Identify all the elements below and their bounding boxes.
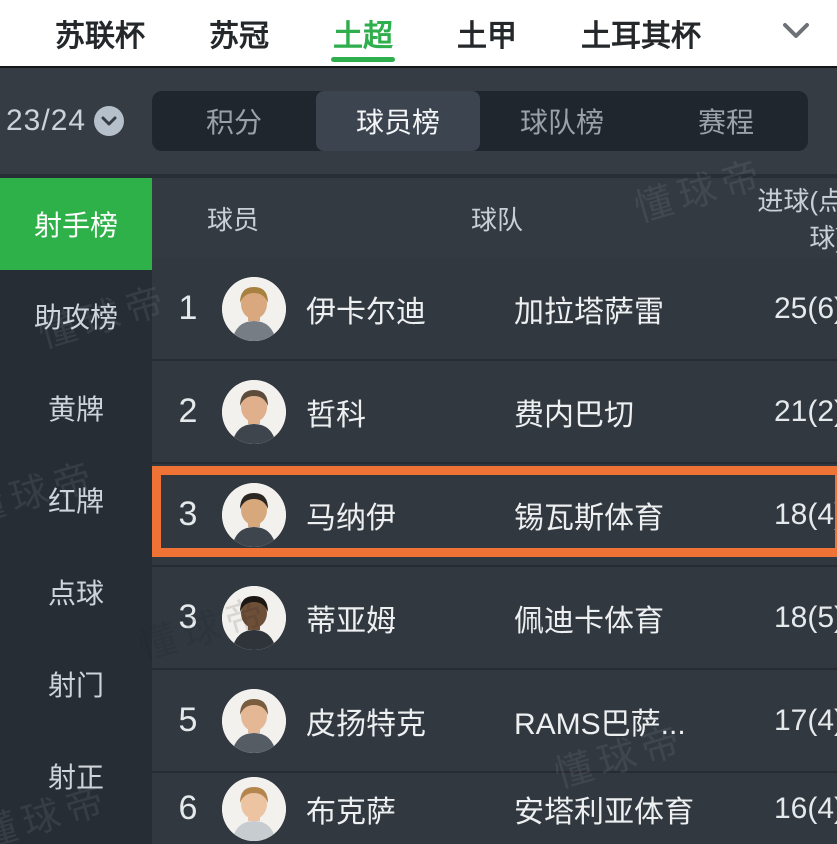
header-team: 球队 [471, 204, 524, 235]
goals-cell: 25(6) [774, 291, 837, 325]
rank-cell: 6 [178, 789, 198, 827]
team-name: RAMS巴萨... [514, 707, 686, 741]
segment-team-rankings[interactable]: 球队榜 [519, 107, 604, 138]
nav-tab-turkish-1-lig[interactable]: 土甲 [457, 20, 517, 53]
table-row[interactable]: 1 伊卡尔迪 加拉塔萨雷 25(6) [152, 258, 837, 361]
table-row-highlighted[interactable]: 3 马纳伊 锡瓦斯体育 18(4) [152, 464, 837, 567]
rank-cell: 5 [178, 701, 198, 739]
header-player: 球员 [207, 204, 260, 235]
player-name: 伊卡尔迪 [306, 295, 426, 329]
player-name: 哲科 [306, 398, 366, 432]
scorers-table: 球员 球队 进球(点球) 1 伊卡尔迪 加拉塔萨雷 25(6) 2 哲科 [152, 178, 837, 844]
season-selector[interactable]: 23/24 [0, 104, 152, 138]
sidebar-item-assists[interactable]: 助攻榜 [33, 302, 118, 333]
sidebar-item-shots-on-target[interactable]: 射正 [47, 762, 104, 793]
team-name: 锡瓦斯体育 [514, 501, 664, 535]
sidebar-item-penalties[interactable]: 点球 [47, 578, 104, 609]
goals-cell: 17(4) [774, 703, 837, 737]
table-row[interactable]: 3 蒂亚姆 佩迪卡体育 18(5) [152, 567, 837, 670]
rank-cell: 2 [178, 392, 198, 430]
sidebar-item-top-scorers[interactable]: 射手榜 [0, 178, 152, 270]
table-row[interactable]: 6 布克萨 安塔利亚体育 16(4) [152, 773, 837, 844]
content: 射手榜 助攻榜 黄牌 红牌 点球 射门 射正 球员 球队 进球(点球) 1 伊卡… [0, 178, 837, 844]
goals-cell: 21(2) [774, 394, 837, 428]
avatar [222, 276, 286, 341]
nav-tab-turkish-cup[interactable]: 土耳其杯 [581, 20, 701, 53]
goals-cell: 18(4) [774, 497, 837, 531]
avatar [222, 776, 286, 841]
player-name: 布克萨 [306, 795, 396, 829]
chevron-down-circle-icon [94, 106, 125, 136]
player-name: 蒂亚姆 [306, 604, 396, 638]
player-name: 马纳伊 [306, 501, 396, 535]
view-segmented-control: 积分 球员榜 球队榜 赛程 [152, 91, 808, 151]
avatar [222, 379, 286, 444]
rank-cell: 1 [178, 289, 198, 327]
nav-tab-turkish-super-lig[interactable]: 土超 [333, 0, 393, 66]
sidebar-item-red-cards[interactable]: 红牌 [47, 486, 104, 517]
team-name: 费内巴切 [514, 398, 634, 432]
competition-nav: 苏联杯 苏冠 土超 土甲 土耳其杯 [0, 0, 837, 68]
rank-cell: 3 [178, 495, 198, 533]
table-row[interactable]: 5 皮扬特克 RAMS巴萨... 17(4) [152, 670, 837, 773]
goals-cell: 18(5) [774, 600, 837, 634]
table-header: 球员 球队 进球(点球) [152, 178, 837, 258]
nav-more-button[interactable] [781, 21, 811, 46]
season-label: 23/24 [6, 104, 87, 137]
segment-player-rankings[interactable]: 球员榜 [316, 91, 480, 151]
player-name: 皮扬特克 [306, 707, 426, 741]
topbar: 23/24 积分 球员榜 球队榜 赛程 [0, 68, 837, 178]
segment-schedule[interactable]: 赛程 [697, 107, 754, 138]
team-name: 加拉塔萨雷 [514, 295, 664, 329]
goals-cell: 16(4) [774, 791, 837, 825]
table-row[interactable]: 2 哲科 费内巴切 21(2) [152, 361, 837, 464]
sidebar-item-shots[interactable]: 射门 [47, 670, 104, 701]
nav-tab-scottish-championship[interactable]: 苏冠 [209, 20, 269, 53]
segment-standings[interactable]: 积分 [205, 107, 262, 138]
nav-tab-scottish-league-cup[interactable]: 苏联杯 [55, 20, 145, 53]
avatar [222, 585, 286, 650]
rank-cell: 3 [178, 598, 198, 636]
avatar [222, 482, 286, 547]
team-name: 安塔利亚体育 [514, 795, 694, 829]
stats-sidebar: 射手榜 助攻榜 黄牌 红牌 点球 射门 射正 [0, 178, 152, 844]
avatar [222, 688, 286, 753]
chevron-down-icon [781, 21, 811, 46]
sidebar-item-yellow-cards[interactable]: 黄牌 [47, 394, 104, 425]
header-goals: 进球(点球) [757, 186, 837, 253]
team-name: 佩迪卡体育 [514, 604, 664, 638]
